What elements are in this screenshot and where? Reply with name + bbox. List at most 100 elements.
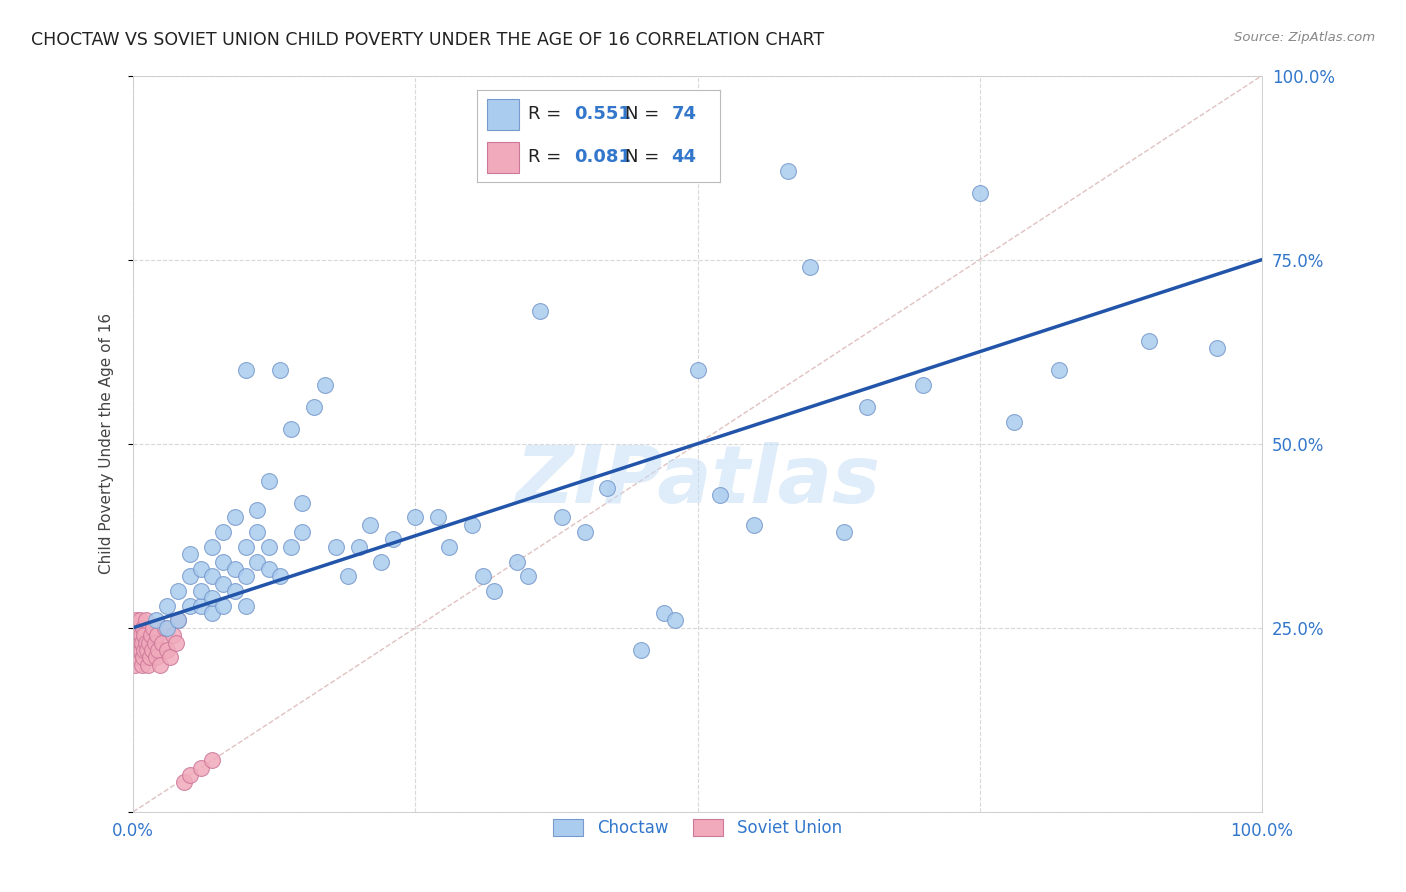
Point — [146, 643, 169, 657]
Point — [162, 628, 184, 642]
Point — [136, 657, 159, 672]
Point — [128, 621, 150, 635]
Point — [131, 635, 153, 649]
Point — [235, 569, 257, 583]
Point — [799, 260, 821, 274]
Point — [257, 540, 280, 554]
Point — [652, 606, 675, 620]
Legend: Choctaw, Soviet Union: Choctaw, Soviet Union — [547, 813, 848, 844]
Text: ZIPatlas: ZIPatlas — [515, 442, 880, 519]
Point — [336, 569, 359, 583]
Point — [141, 628, 163, 642]
Point — [131, 657, 153, 672]
Point — [484, 584, 506, 599]
Point — [145, 614, 167, 628]
Point — [235, 363, 257, 377]
Point — [127, 628, 149, 642]
Point — [135, 643, 157, 657]
Point — [404, 510, 426, 524]
Point — [159, 650, 181, 665]
Point — [257, 562, 280, 576]
Point — [325, 540, 347, 554]
Point — [269, 363, 291, 377]
Point — [138, 635, 160, 649]
Point — [145, 650, 167, 665]
Point — [359, 517, 381, 532]
Point — [122, 643, 145, 657]
Point — [529, 304, 551, 318]
Point — [143, 635, 166, 649]
Point — [461, 517, 484, 532]
Point — [574, 524, 596, 539]
Point — [1047, 363, 1070, 377]
Point — [153, 621, 176, 635]
Point — [124, 621, 146, 635]
Point — [1205, 341, 1227, 355]
Point — [132, 621, 155, 635]
Point — [129, 628, 152, 642]
Point — [426, 510, 449, 524]
Point — [235, 540, 257, 554]
Point — [224, 584, 246, 599]
Point — [128, 643, 150, 657]
Point — [212, 524, 235, 539]
Point — [472, 569, 495, 583]
Point — [246, 555, 269, 569]
Point — [179, 599, 201, 613]
Point — [314, 377, 336, 392]
Point — [179, 547, 201, 561]
Point — [128, 614, 150, 628]
Point — [201, 591, 224, 606]
Point — [167, 614, 190, 628]
Point — [173, 775, 195, 789]
Point — [224, 510, 246, 524]
Point — [156, 621, 179, 635]
Point — [149, 657, 172, 672]
Point — [347, 540, 370, 554]
Point — [128, 635, 150, 649]
Point — [201, 753, 224, 767]
Point — [280, 422, 302, 436]
Point — [664, 614, 686, 628]
Point — [132, 650, 155, 665]
Text: Source: ZipAtlas.com: Source: ZipAtlas.com — [1234, 31, 1375, 45]
Point — [190, 562, 212, 576]
Y-axis label: Child Poverty Under the Age of 16: Child Poverty Under the Age of 16 — [100, 313, 114, 574]
Point — [506, 555, 529, 569]
Point — [291, 495, 314, 509]
Point — [156, 643, 179, 657]
Point — [179, 569, 201, 583]
Point — [139, 650, 162, 665]
Point — [124, 657, 146, 672]
Point — [135, 635, 157, 649]
Point — [291, 524, 314, 539]
Point — [1002, 415, 1025, 429]
Point — [257, 474, 280, 488]
Point — [834, 524, 856, 539]
Point — [630, 643, 652, 657]
Point — [742, 517, 765, 532]
Point — [280, 540, 302, 554]
Point — [302, 400, 325, 414]
Point — [246, 524, 269, 539]
Point — [224, 562, 246, 576]
Point — [125, 635, 148, 649]
Point — [596, 481, 619, 495]
Point — [190, 599, 212, 613]
Point — [201, 569, 224, 583]
Point — [165, 635, 187, 649]
Point — [135, 614, 157, 628]
Point — [212, 599, 235, 613]
Point — [167, 584, 190, 599]
Point — [134, 628, 156, 642]
Point — [912, 377, 935, 392]
Point — [201, 540, 224, 554]
Point — [1137, 334, 1160, 348]
Point — [381, 533, 404, 547]
Point — [156, 599, 179, 613]
Point — [235, 599, 257, 613]
Point — [190, 761, 212, 775]
Point — [212, 576, 235, 591]
Point — [129, 643, 152, 657]
Point — [212, 555, 235, 569]
